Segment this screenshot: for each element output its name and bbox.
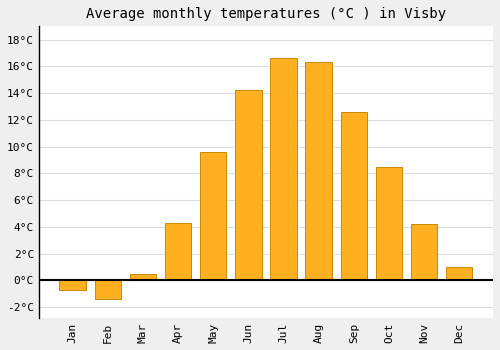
Bar <box>306 62 332 280</box>
Bar <box>60 280 86 290</box>
Bar <box>270 58 296 280</box>
Bar <box>235 91 262 280</box>
Bar <box>446 267 472 280</box>
Bar <box>411 224 438 280</box>
Bar <box>340 112 367 280</box>
Bar <box>376 167 402 280</box>
Title: Average monthly temperatures (°C ) in Visby: Average monthly temperatures (°C ) in Vi… <box>86 7 446 21</box>
Bar <box>200 152 226 280</box>
Bar <box>130 274 156 280</box>
Bar <box>165 223 191 280</box>
Bar <box>94 280 121 299</box>
